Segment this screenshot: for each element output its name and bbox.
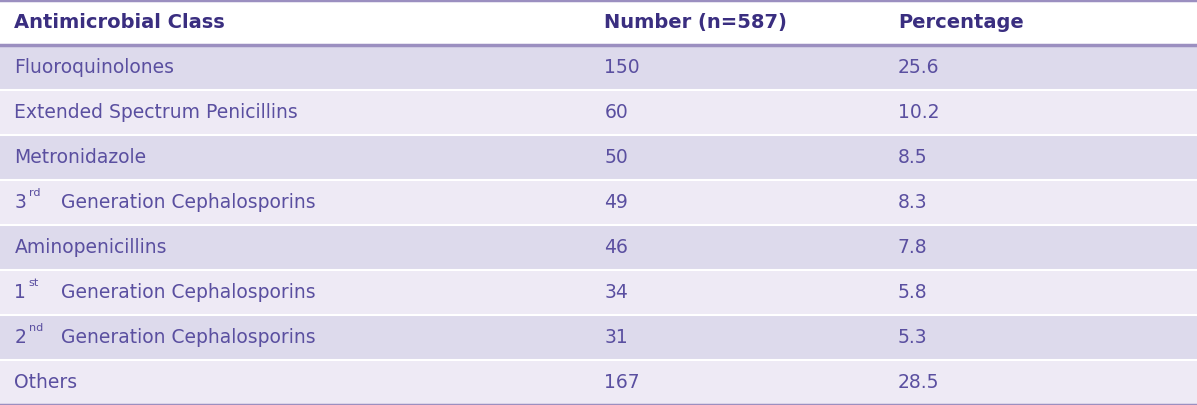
Text: Number (n=587): Number (n=587) <box>604 13 788 32</box>
Text: 3: 3 <box>14 193 26 212</box>
Bar <box>0 135 1197 180</box>
Text: 25.6: 25.6 <box>898 58 940 77</box>
Bar <box>0 180 1197 225</box>
Text: 34: 34 <box>604 283 628 302</box>
Text: Metronidazole: Metronidazole <box>14 148 146 167</box>
Text: 150: 150 <box>604 58 640 77</box>
Text: 49: 49 <box>604 193 628 212</box>
Text: 8.5: 8.5 <box>898 148 928 167</box>
Text: 167: 167 <box>604 373 640 392</box>
Text: 31: 31 <box>604 328 628 347</box>
Text: 60: 60 <box>604 103 628 122</box>
Text: 5.8: 5.8 <box>898 283 928 302</box>
Text: st: st <box>29 277 40 288</box>
Text: 2: 2 <box>14 328 26 347</box>
Bar <box>0 270 1197 315</box>
Bar <box>0 0 1197 45</box>
Text: Percentage: Percentage <box>898 13 1023 32</box>
Text: Generation Cephalosporins: Generation Cephalosporins <box>55 193 316 212</box>
Text: 5.3: 5.3 <box>898 328 928 347</box>
Text: Others: Others <box>14 373 78 392</box>
Text: Antimicrobial Class: Antimicrobial Class <box>14 13 225 32</box>
Bar <box>0 360 1197 405</box>
Text: 10.2: 10.2 <box>898 103 940 122</box>
Text: 7.8: 7.8 <box>898 238 928 257</box>
Text: Fluoroquinolones: Fluoroquinolones <box>14 58 175 77</box>
Text: Generation Cephalosporins: Generation Cephalosporins <box>55 283 316 302</box>
Text: 1: 1 <box>14 283 26 302</box>
Text: Extended Spectrum Penicillins: Extended Spectrum Penicillins <box>14 103 298 122</box>
Bar <box>0 315 1197 360</box>
Text: nd: nd <box>29 323 43 333</box>
Text: 46: 46 <box>604 238 628 257</box>
Bar <box>0 225 1197 270</box>
Text: Aminopenicillins: Aminopenicillins <box>14 238 166 257</box>
Text: 8.3: 8.3 <box>898 193 928 212</box>
Text: 50: 50 <box>604 148 628 167</box>
Bar <box>0 90 1197 135</box>
Text: 28.5: 28.5 <box>898 373 940 392</box>
Bar <box>0 45 1197 90</box>
Text: Generation Cephalosporins: Generation Cephalosporins <box>55 328 316 347</box>
Text: rd: rd <box>29 188 41 198</box>
